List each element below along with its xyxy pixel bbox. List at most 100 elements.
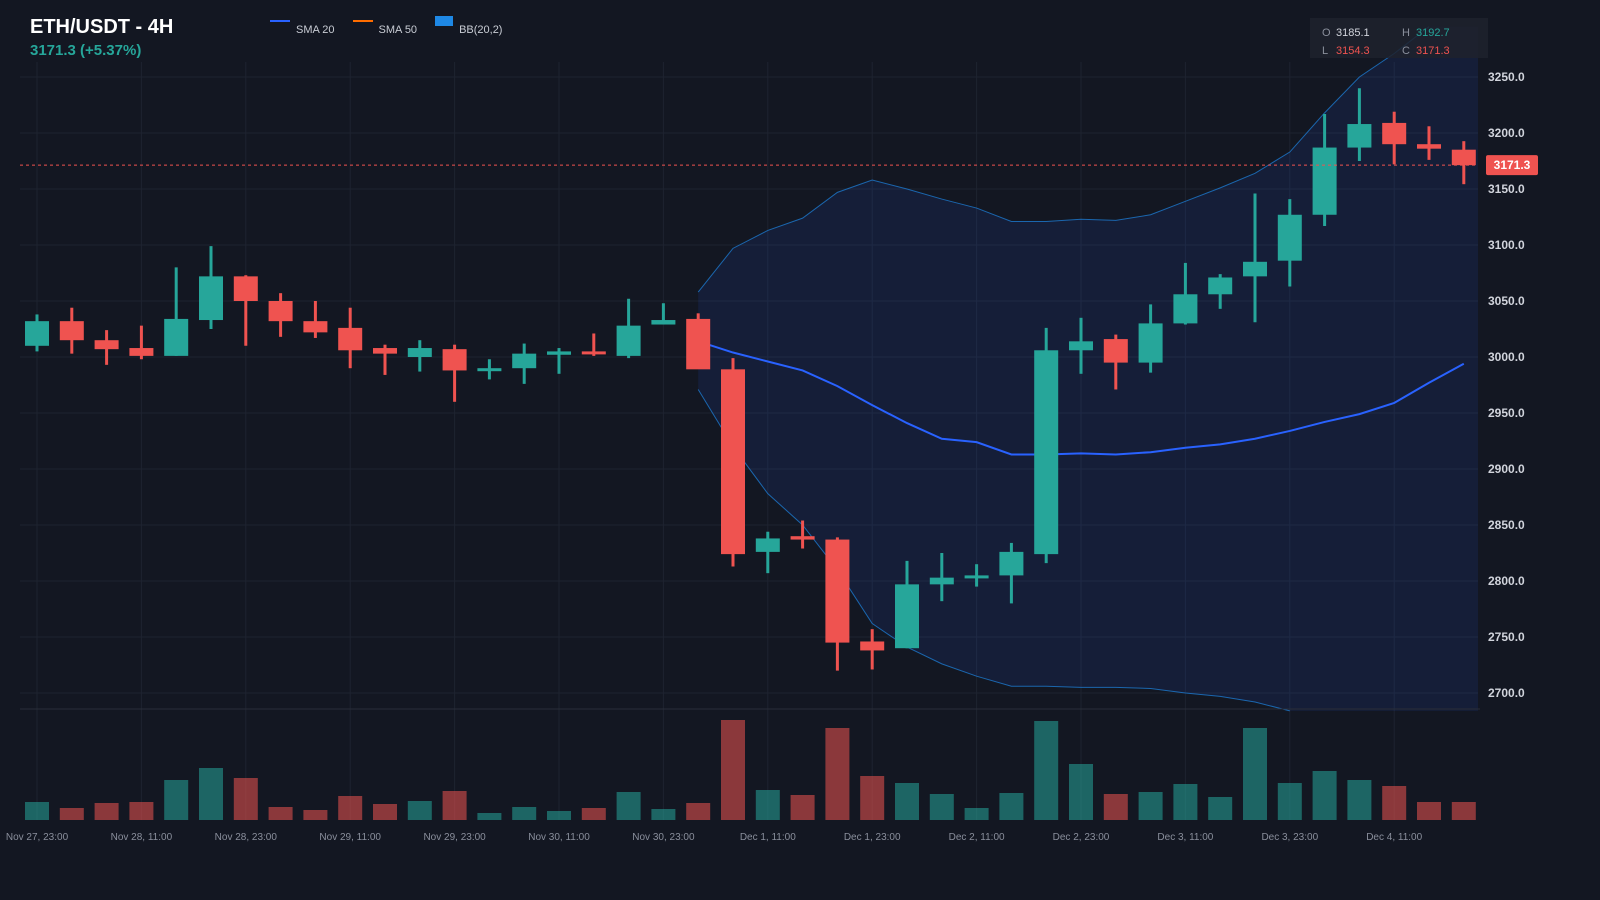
candle[interactable]: [547, 348, 571, 374]
volume-bar: [303, 810, 328, 820]
ohlc-low-value: 3154.3: [1336, 45, 1370, 57]
candle[interactable]: [1138, 304, 1163, 373]
candle[interactable]: [59, 307, 84, 354]
legend-item-bb[interactable]: BB(20,2): [435, 16, 502, 36]
candle[interactable]: [755, 531, 780, 574]
candle[interactable]: [129, 325, 154, 360]
candle[interactable]: [1417, 126, 1441, 160]
volume-bar: [59, 808, 84, 820]
candle[interactable]: [1451, 141, 1476, 185]
candle[interactable]: [1103, 334, 1128, 390]
candle[interactable]: [442, 344, 467, 402]
candle[interactable]: [1069, 317, 1093, 374]
candle[interactable]: [860, 629, 885, 670]
candle-body: [1347, 124, 1372, 148]
candle[interactable]: [895, 560, 919, 649]
x-tick-label: Nov 30, 23:00: [632, 832, 695, 843]
candle[interactable]: [94, 330, 119, 365]
candle[interactable]: [1347, 88, 1372, 161]
candle-body: [477, 368, 502, 372]
legend-item-sma50[interactable]: SMA 50: [352, 16, 417, 36]
candle-body: [1451, 149, 1476, 166]
candle[interactable]: [1243, 193, 1267, 323]
candle-body: [129, 348, 154, 356]
candle[interactable]: [1034, 327, 1059, 564]
candle[interactable]: [233, 275, 258, 346]
candles[interactable]: [25, 88, 1476, 671]
candle-body: [547, 351, 571, 355]
candle[interactable]: [477, 359, 502, 380]
candle[interactable]: [686, 313, 711, 370]
candle-body: [1312, 147, 1337, 215]
volume-bar: [477, 813, 502, 820]
candle[interactable]: [338, 307, 363, 369]
candle[interactable]: [407, 340, 432, 372]
candle[interactable]: [1173, 262, 1198, 325]
volume-bar: [721, 720, 745, 820]
volume-bar: [547, 811, 571, 820]
sma20-line: [697, 340, 1465, 456]
candle-body: [581, 351, 606, 355]
candle[interactable]: [1312, 113, 1337, 226]
bb-upper-line: [697, 26, 1430, 293]
candle[interactable]: [999, 542, 1024, 604]
candle[interactable]: [721, 358, 745, 567]
candle[interactable]: [581, 333, 606, 356]
candle-body: [1069, 341, 1093, 351]
candle-body: [929, 577, 954, 585]
candle[interactable]: [25, 314, 49, 352]
candle[interactable]: [964, 564, 989, 587]
legend-label: SMA 20: [296, 24, 335, 36]
ohlc-high-label: H: [1402, 27, 1410, 39]
axes: 3250.0 3200.0 3150.0 3100.0 3050.0 3000.0 2950…: [6, 70, 1525, 843]
volume-bar: [895, 783, 919, 820]
candle[interactable]: [512, 343, 537, 384]
candle-body: [790, 536, 815, 540]
candle[interactable]: [929, 553, 954, 602]
candle-body: [1034, 350, 1059, 555]
candle[interactable]: [825, 537, 850, 671]
x-tick-label: Nov 30, 11:00: [528, 832, 590, 843]
volume-bar: [373, 804, 397, 820]
candle[interactable]: [790, 520, 815, 549]
candle-body: [1417, 144, 1441, 149]
legend-swatch-sma50: [352, 20, 373, 22]
candle[interactable]: [268, 293, 293, 337]
candle-body: [616, 325, 641, 356]
candle[interactable]: [1277, 199, 1302, 287]
volume-bar: [860, 776, 885, 820]
volume-bar: [268, 807, 293, 820]
candle-body: [964, 575, 989, 579]
y-tick-label: 2750.0: [1488, 630, 1525, 644]
candle[interactable]: [1382, 111, 1407, 165]
candle[interactable]: [651, 303, 676, 325]
legend-label: BB(20,2): [459, 24, 503, 36]
candle[interactable]: [616, 298, 641, 359]
x-tick-label: Nov 28, 11:00: [111, 832, 173, 843]
candle[interactable]: [1208, 274, 1233, 309]
y-tick-label: 3150.0: [1488, 182, 1525, 196]
legend-item-sma20[interactable]: SMA 20: [270, 16, 335, 36]
candle-body: [442, 349, 467, 371]
ohlc-high-value: 3192.7: [1416, 27, 1450, 39]
candle-body: [1138, 323, 1163, 363]
candle[interactable]: [373, 344, 397, 375]
y-tick-label: 2800.0: [1488, 574, 1525, 588]
x-tick-label: Dec 4, 11:00: [1366, 832, 1422, 843]
volume-bar: [825, 728, 850, 820]
candle[interactable]: [303, 301, 328, 338]
legend-swatch-bb: [435, 16, 454, 26]
candle-body: [825, 539, 850, 643]
volume-bar: [651, 809, 676, 820]
candle[interactable]: [164, 267, 189, 356]
candle-body: [999, 551, 1024, 576]
candle-body: [755, 538, 780, 552]
candle[interactable]: [199, 246, 223, 329]
volume-bar: [129, 802, 154, 820]
volume-bar: [1382, 786, 1407, 820]
grid: [20, 62, 1478, 820]
bb-fill: [698, 26, 1478, 711]
x-tick-label: Dec 2, 23:00: [1053, 832, 1110, 843]
bb-lower-line: [697, 389, 1290, 712]
